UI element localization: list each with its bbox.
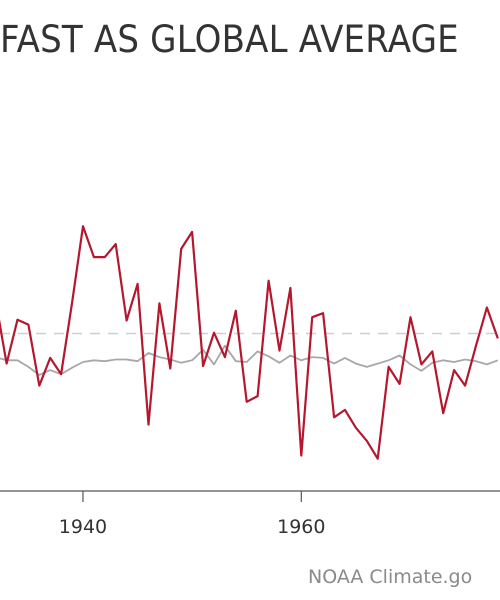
x-ticks: 1940196019: [59, 491, 325, 538]
series-line-1: [0, 225, 499, 460]
series-layer: [0, 225, 499, 460]
source-credit: NOAA Climate.go: [308, 566, 473, 588]
x-tick-label: 1940: [59, 516, 107, 538]
series-line-2: [0, 344, 499, 376]
x-tick-label: 1960: [277, 516, 325, 538]
chart-title: FAST AS GLOBAL AVERAGE: [0, 18, 459, 61]
